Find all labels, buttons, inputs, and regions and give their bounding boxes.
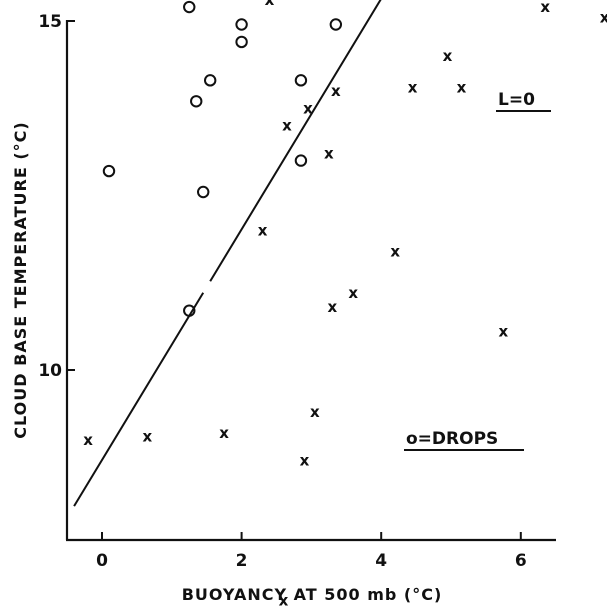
cross-point: x — [443, 47, 453, 65]
y-axis-label: CLOUD BASE TEMPERATURE (°C) — [11, 121, 30, 438]
cross-point: x — [279, 591, 289, 607]
cross-point: x — [282, 117, 292, 135]
drops-point — [197, 185, 210, 199]
cross-point: x — [327, 298, 337, 316]
cross-point: x — [499, 323, 509, 341]
fit-line-segment — [209, 0, 382, 282]
drops-point — [235, 18, 248, 31]
drops-point — [235, 35, 248, 49]
cross-point: x — [219, 424, 229, 442]
cross-point: x — [143, 427, 153, 445]
cross-point: x — [600, 9, 607, 27]
cross-point: x — [324, 145, 334, 163]
drops-point — [102, 164, 116, 178]
fit-line-segment — [73, 292, 205, 507]
drops-point — [203, 74, 217, 87]
legend-drops-label: o=DROPS — [406, 429, 498, 449]
cross-point: x — [83, 431, 93, 449]
cross-point: x — [265, 0, 275, 9]
cross-point: x — [300, 452, 310, 470]
cross-point: x — [303, 99, 313, 117]
drops-point — [294, 154, 308, 167]
data-points: xxxxxxxxxxxxxxxxxxxxxxx — [83, 0, 607, 607]
cross-point: x — [457, 78, 467, 96]
cross-point: x — [348, 284, 358, 302]
cross-point: x — [408, 78, 418, 96]
drops-point — [294, 74, 308, 87]
cross-point: x — [331, 82, 341, 100]
axis-ticks: 0246101520 — [38, 12, 527, 571]
y-tick-label: 10 — [38, 361, 62, 381]
cross-point: x — [310, 403, 320, 421]
drops-point — [183, 0, 196, 14]
x-tick-label: 2 — [236, 551, 248, 571]
x-tick-label: 0 — [96, 551, 108, 571]
x-axis-label: BUOYANCY AT 500 mb (°C) — [182, 585, 443, 604]
drops-point — [190, 95, 203, 108]
y-tick-label: 15 — [38, 12, 62, 32]
x-tick-label: 6 — [515, 551, 527, 571]
regression-line — [73, 0, 382, 507]
cross-point: x — [258, 221, 268, 239]
drops-point — [183, 304, 196, 317]
cross-point: x — [540, 0, 550, 16]
fit-line-label: L=0 — [498, 90, 535, 110]
x-tick-label: 4 — [375, 551, 387, 571]
cross-point: x — [390, 242, 400, 260]
drops-point — [329, 18, 343, 31]
